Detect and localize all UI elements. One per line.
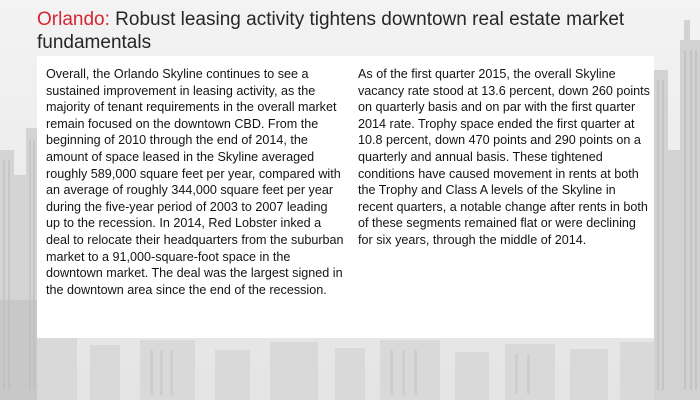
content-panel: Overall, the Orlando Skyline continues t… bbox=[37, 56, 654, 338]
leasing-activity-paragraph: Overall, the Orlando Skyline continues t… bbox=[46, 67, 344, 297]
slide-title-location: Orlando: bbox=[37, 9, 110, 30]
slide-title-headline: Robust leasing activity tightens downtow… bbox=[37, 9, 625, 53]
vacancy-rate-paragraph: As of the first quarter 2015, the overal… bbox=[358, 67, 650, 247]
slide-title: Orlando: Robust leasing activity tighten… bbox=[37, 8, 637, 54]
